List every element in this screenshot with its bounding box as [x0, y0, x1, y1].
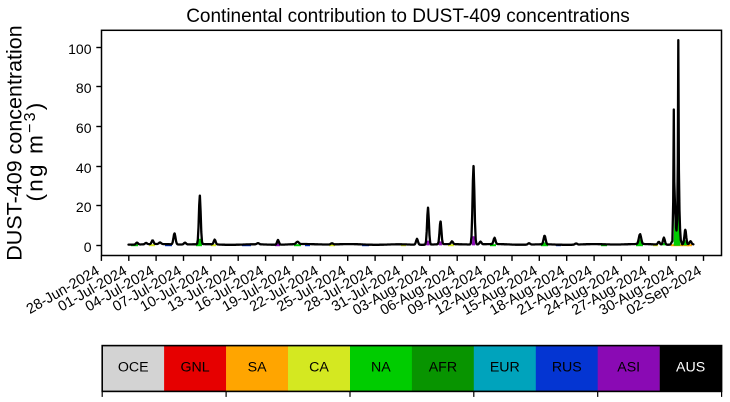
svg-text:60: 60: [76, 120, 92, 136]
svg-text:20: 20: [76, 199, 92, 215]
svg-text:40: 40: [76, 160, 92, 176]
svg-text:RUS: RUS: [552, 360, 582, 376]
svg-text:SA: SA: [248, 360, 267, 376]
svg-text:EUR: EUR: [490, 360, 520, 376]
svg-text:0: 0: [84, 239, 92, 255]
svg-text:80: 80: [76, 80, 92, 96]
svg-text:CA: CA: [309, 360, 329, 376]
svg-text:NA: NA: [371, 360, 391, 376]
svg-text:100: 100: [68, 41, 92, 57]
svg-text:DUST-409 concentration: DUST-409 concentration: [3, 25, 27, 260]
svg-text:AUS: AUS: [676, 360, 705, 376]
svg-text:AFR: AFR: [429, 360, 457, 376]
svg-text:OCE: OCE: [118, 360, 149, 376]
svg-text:GNL: GNL: [181, 360, 210, 376]
svg-text:Continental contribution to DU: Continental contribution to DUST-409 con…: [186, 6, 630, 27]
svg-text:ASI: ASI: [617, 360, 640, 376]
